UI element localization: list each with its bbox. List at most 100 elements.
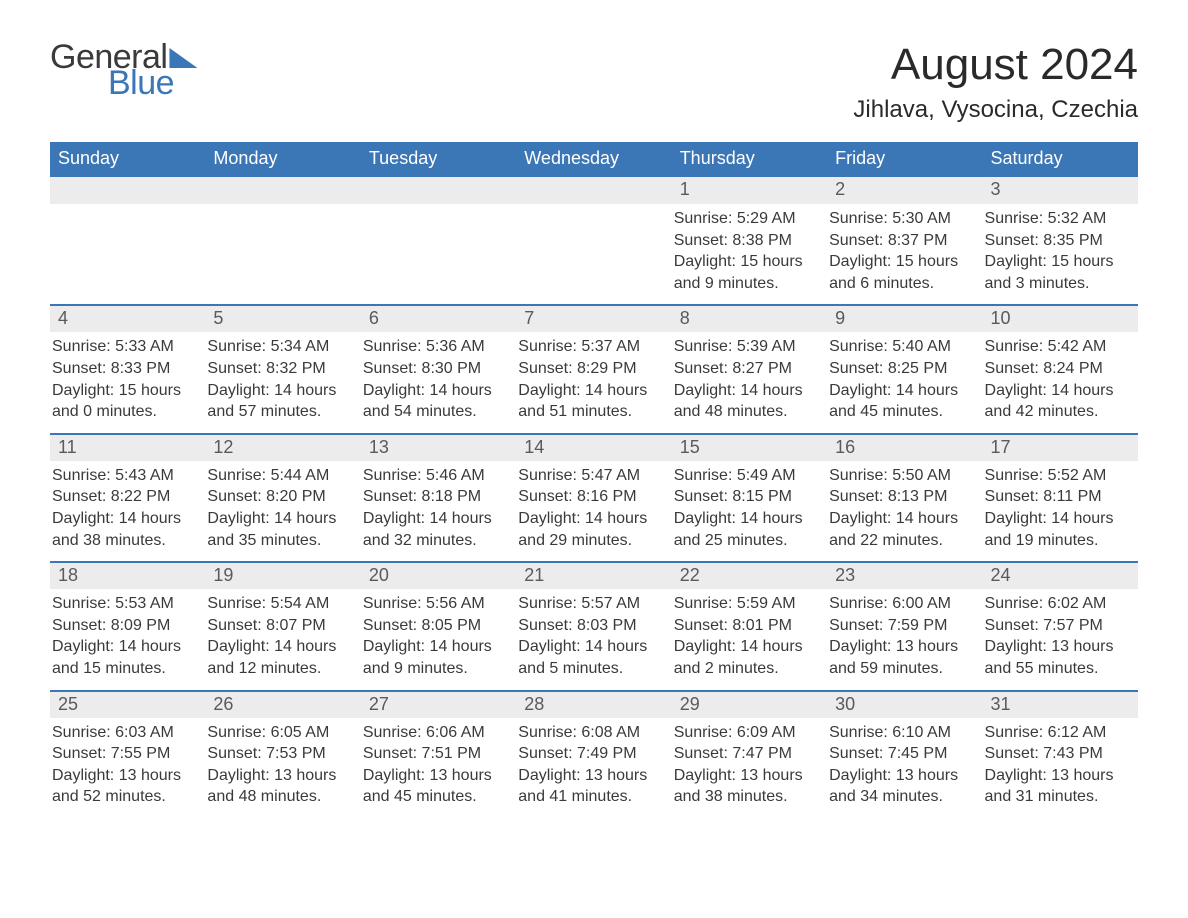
day-number: 19 (205, 563, 354, 589)
day-detail: Sunrise: 5:39 AMSunset: 8:27 PMDaylight:… (672, 332, 821, 422)
day-number: 28 (516, 692, 665, 718)
daylight-line: Daylight: 15 hours and 0 minutes. (52, 380, 193, 423)
day-detail-cell: Sunrise: 6:05 AMSunset: 7:53 PMDaylight:… (205, 718, 360, 808)
day-number (205, 177, 354, 204)
day-number-cell: 14 (516, 433, 671, 461)
sunrise-line: Sunrise: 5:47 AM (518, 465, 659, 487)
day-number-cell: 11 (50, 433, 205, 461)
sunset-line: Sunset: 8:22 PM (52, 486, 193, 508)
sunrise-line: Sunrise: 5:46 AM (363, 465, 504, 487)
day-number-cell: 31 (983, 690, 1138, 718)
day-detail: Sunrise: 5:47 AMSunset: 8:16 PMDaylight:… (516, 461, 665, 551)
daylight-line: Daylight: 14 hours and 35 minutes. (207, 508, 348, 551)
day-detail-cell: Sunrise: 5:54 AMSunset: 8:07 PMDaylight:… (205, 589, 360, 679)
logo: General Blue (50, 40, 197, 100)
day-number: 7 (516, 306, 665, 332)
day-number-cell: 6 (361, 304, 516, 332)
day-detail-cell (205, 204, 360, 294)
day-number-cell: 19 (205, 561, 360, 589)
sunset-line: Sunset: 8:32 PM (207, 358, 348, 380)
day-detail: Sunrise: 5:59 AMSunset: 8:01 PMDaylight:… (672, 589, 821, 679)
sunrise-line: Sunrise: 5:52 AM (985, 465, 1126, 487)
weekday-label: Tuesday (361, 142, 516, 175)
day-number-cell (50, 175, 205, 204)
daylight-line: Daylight: 15 hours and 6 minutes. (829, 251, 970, 294)
day-number (361, 177, 510, 204)
daylight-line: Daylight: 13 hours and 38 minutes. (674, 765, 815, 808)
sunset-line: Sunset: 8:11 PM (985, 486, 1126, 508)
sunset-line: Sunset: 8:05 PM (363, 615, 504, 637)
sunset-line: Sunset: 7:51 PM (363, 743, 504, 765)
sunrise-line: Sunrise: 5:40 AM (829, 336, 970, 358)
day-detail-cell: Sunrise: 6:09 AMSunset: 7:47 PMDaylight:… (672, 718, 827, 808)
daylight-line: Daylight: 14 hours and 45 minutes. (829, 380, 970, 423)
sunrise-line: Sunrise: 5:33 AM (52, 336, 193, 358)
sunrise-line: Sunrise: 6:00 AM (829, 593, 970, 615)
day-detail-cell (361, 204, 516, 294)
sunrise-line: Sunrise: 5:49 AM (674, 465, 815, 487)
day-detail: Sunrise: 5:42 AMSunset: 8:24 PMDaylight:… (983, 332, 1132, 422)
sunrise-line: Sunrise: 5:53 AM (52, 593, 193, 615)
daylight-line: Daylight: 14 hours and 5 minutes. (518, 636, 659, 679)
day-number-cell: 9 (827, 304, 982, 332)
day-number: 2 (827, 177, 976, 203)
day-number-cell: 13 (361, 433, 516, 461)
day-number: 10 (983, 306, 1132, 332)
day-detail-cell: Sunrise: 5:47 AMSunset: 8:16 PMDaylight:… (516, 461, 671, 551)
sunset-line: Sunset: 8:15 PM (674, 486, 815, 508)
sunrise-line: Sunrise: 5:39 AM (674, 336, 815, 358)
day-detail: Sunrise: 5:33 AMSunset: 8:33 PMDaylight:… (50, 332, 199, 422)
day-detail-cell: Sunrise: 6:08 AMSunset: 7:49 PMDaylight:… (516, 718, 671, 808)
day-detail (516, 204, 665, 208)
sunrise-line: Sunrise: 6:12 AM (985, 722, 1126, 744)
sunrise-line: Sunrise: 6:02 AM (985, 593, 1126, 615)
day-detail: Sunrise: 5:36 AMSunset: 8:30 PMDaylight:… (361, 332, 510, 422)
day-number: 17 (983, 435, 1132, 461)
sunrise-line: Sunrise: 6:06 AM (363, 722, 504, 744)
day-number-cell: 23 (827, 561, 982, 589)
sunset-line: Sunset: 8:16 PM (518, 486, 659, 508)
day-number: 16 (827, 435, 976, 461)
day-number: 26 (205, 692, 354, 718)
day-number-cell: 22 (672, 561, 827, 589)
calendar: SundayMondayTuesdayWednesdayThursdayFrid… (50, 142, 1138, 808)
day-detail-cell: Sunrise: 6:10 AMSunset: 7:45 PMDaylight:… (827, 718, 982, 808)
sunset-line: Sunset: 8:25 PM (829, 358, 970, 380)
day-number-cell: 4 (50, 304, 205, 332)
day-detail (361, 204, 510, 208)
day-detail-cell: Sunrise: 5:50 AMSunset: 8:13 PMDaylight:… (827, 461, 982, 551)
day-number-cell: 27 (361, 690, 516, 718)
sunset-line: Sunset: 8:24 PM (985, 358, 1126, 380)
day-number-cell: 20 (361, 561, 516, 589)
day-number: 12 (205, 435, 354, 461)
daylight-line: Daylight: 14 hours and 25 minutes. (674, 508, 815, 551)
day-number: 18 (50, 563, 199, 589)
daylight-line: Daylight: 14 hours and 22 minutes. (829, 508, 970, 551)
day-detail: Sunrise: 5:52 AMSunset: 8:11 PMDaylight:… (983, 461, 1132, 551)
sunrise-line: Sunrise: 5:34 AM (207, 336, 348, 358)
day-detail-cell: Sunrise: 6:00 AMSunset: 7:59 PMDaylight:… (827, 589, 982, 679)
day-number: 30 (827, 692, 976, 718)
sunset-line: Sunset: 8:30 PM (363, 358, 504, 380)
daylight-line: Daylight: 14 hours and 15 minutes. (52, 636, 193, 679)
day-number: 5 (205, 306, 354, 332)
weekday-label: Sunday (50, 142, 205, 175)
day-number: 22 (672, 563, 821, 589)
title-block: August 2024 Jihlava, Vysocina, Czechia (853, 40, 1138, 124)
sunrise-line: Sunrise: 5:36 AM (363, 336, 504, 358)
day-detail-cell: Sunrise: 5:53 AMSunset: 8:09 PMDaylight:… (50, 589, 205, 679)
sunrise-line: Sunrise: 5:56 AM (363, 593, 504, 615)
weekday-label: Wednesday (516, 142, 671, 175)
sunrise-line: Sunrise: 5:37 AM (518, 336, 659, 358)
sunset-line: Sunset: 8:38 PM (674, 230, 815, 252)
day-number-cell: 8 (672, 304, 827, 332)
day-detail: Sunrise: 6:03 AMSunset: 7:55 PMDaylight:… (50, 718, 199, 808)
day-number: 25 (50, 692, 199, 718)
weekday-label: Thursday (672, 142, 827, 175)
sunset-line: Sunset: 7:45 PM (829, 743, 970, 765)
daylight-line: Daylight: 14 hours and 48 minutes. (674, 380, 815, 423)
sunset-line: Sunset: 8:27 PM (674, 358, 815, 380)
sunset-line: Sunset: 8:37 PM (829, 230, 970, 252)
weekday-label: Saturday (983, 142, 1138, 175)
sunset-line: Sunset: 8:29 PM (518, 358, 659, 380)
